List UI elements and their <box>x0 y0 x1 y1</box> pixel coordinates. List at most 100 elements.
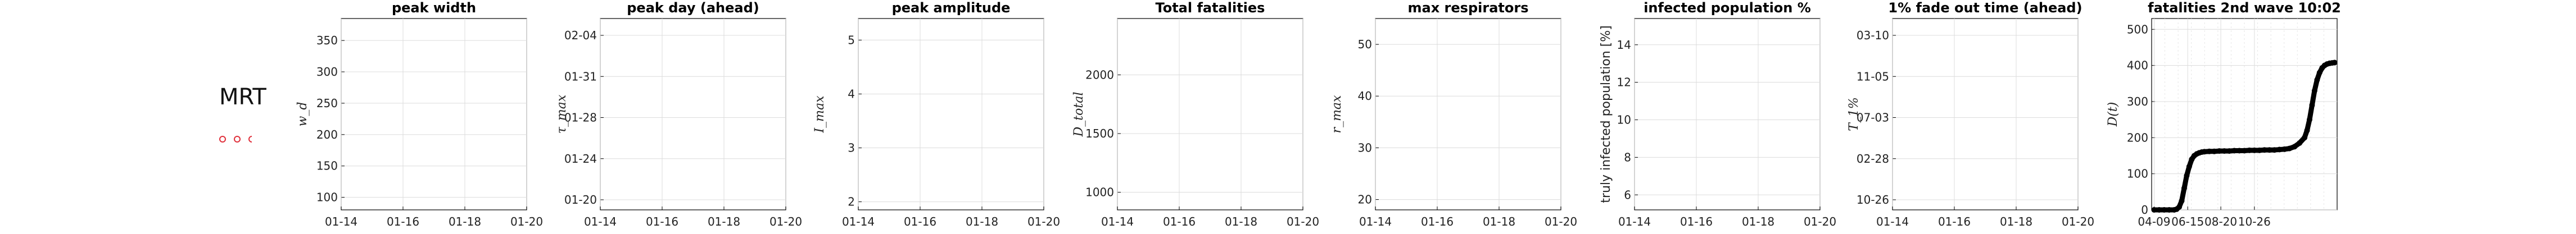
panel-7: 1% fade out time (ahead) 10-26 02-28 07-03 1… <box>1847 0 2094 228</box>
data-point <box>2304 127 2310 134</box>
plot-frame <box>1892 18 2079 210</box>
y-tick-label: 10-26 <box>1857 193 1889 207</box>
y-tick-label: 250 <box>316 97 338 110</box>
x-tick-label: 01-16 <box>1938 215 1971 228</box>
data-point <box>2216 148 2222 154</box>
data-point <box>2211 148 2217 154</box>
x-tick-label: 01-20 <box>1804 215 1836 228</box>
y-tick-label: 14 <box>1617 38 1631 52</box>
y-tick-label: 40 <box>1358 89 1372 103</box>
x-tick-label: 01-18 <box>966 215 998 228</box>
data-point <box>2256 147 2262 153</box>
x-tick-label: 01-20 <box>769 215 802 228</box>
x-tick-label: 01-20 <box>510 215 543 228</box>
y-axis-label: r_max <box>1330 95 1344 133</box>
x-tick-label: 01-14 <box>325 215 357 228</box>
x-tick-label: 01-14 <box>1876 215 1909 228</box>
y-axis-label: D(t) <box>2106 102 2120 127</box>
data-point <box>2201 149 2207 155</box>
data-point <box>2316 70 2323 76</box>
y-tick-label: 30 <box>1358 141 1372 154</box>
circle-markers-legend <box>219 136 252 143</box>
data-point <box>2309 102 2315 108</box>
data-point <box>2311 88 2317 94</box>
panel-1: peak width 100 150 200 250 300 350 01-14 01-16 01… <box>296 0 543 228</box>
data-point <box>2287 145 2293 152</box>
y-tick-label: 01-24 <box>564 152 597 166</box>
data-point <box>2156 207 2162 213</box>
y-tick-label: 02-28 <box>1857 152 1889 166</box>
panel-title: infected population % <box>1644 0 1811 16</box>
panel-8: fatalities 2nd wave 10:02 0 100 200 300 400 50… <box>2106 0 2341 228</box>
y-tick-label: 150 <box>316 159 338 173</box>
y-tick-label: 6 <box>1624 188 1631 201</box>
panel-6: infected population % 6 8 10 12 14 01-14 01-16 0… <box>1599 0 1836 228</box>
red-circle-marker <box>219 136 226 143</box>
y-tick-label: 01-31 <box>564 70 597 83</box>
x-tick-label: 01-20 <box>1027 215 1060 228</box>
red-circle-marker <box>234 136 241 143</box>
data-point <box>2161 207 2167 213</box>
y-tick-label: 200 <box>2127 131 2148 144</box>
y-tick-label: 12 <box>1617 76 1631 89</box>
plot-frame <box>1117 18 1303 210</box>
panel-3: peak amplitude 2 3 4 5 01-14 01-16 01-18 01-20 I_… <box>813 0 1060 228</box>
data-point <box>2242 148 2247 154</box>
data-point <box>2261 147 2267 153</box>
data-point <box>2302 135 2308 141</box>
y-tick-label: 300 <box>2127 95 2148 108</box>
y-tick-label: 01-20 <box>564 193 597 207</box>
data-point <box>2331 59 2338 66</box>
data-point <box>2166 207 2172 213</box>
data-point <box>2151 207 2157 213</box>
plot-frame <box>1634 18 1821 210</box>
data-point <box>2276 146 2283 153</box>
y-tick-label: 100 <box>316 191 338 204</box>
x-tick-label: 01-20 <box>1545 215 1577 228</box>
y-axis-label: T_1% <box>1847 97 1861 131</box>
y-tick-label: 01-28 <box>564 111 597 125</box>
x-tick-label: 01-14 <box>842 215 875 228</box>
data-point <box>2181 185 2187 191</box>
data-point <box>2237 148 2243 154</box>
panel-2: peak day (ahead) 01-20 01-24 01-28 01-31 02-0… <box>555 0 802 228</box>
x-tick-label: 01-18 <box>1225 215 1257 228</box>
x-tick-label: 01-16 <box>646 215 678 228</box>
data-point <box>2271 147 2278 153</box>
plot-frame <box>1375 18 1561 210</box>
y-tick-label: 50 <box>1358 38 1372 51</box>
y-axis-label: I_max <box>813 95 827 134</box>
plot-frame <box>341 18 527 210</box>
plot-frame <box>858 18 1044 210</box>
y-tick-label: 0 <box>2141 203 2148 217</box>
panel-4: Total fatalities 1000 1500 2000 01-14 01-16 01… <box>1072 0 1319 228</box>
y-tick-label: 3 <box>848 141 855 155</box>
y-axis-label: D_total <box>1072 92 1086 137</box>
panel-title: 1% fade out time (ahead) <box>1888 0 2082 16</box>
data-point <box>2246 147 2252 153</box>
country-code: MRT <box>219 84 266 110</box>
y-tick-label: 8 <box>1624 150 1631 164</box>
y-tick-label: 300 <box>316 65 338 79</box>
x-tick-label: 01-18 <box>1742 215 1774 228</box>
y-tick-label: 02-04 <box>564 29 597 42</box>
y-tick-label: 500 <box>2127 22 2148 36</box>
data-point <box>2206 148 2212 154</box>
x-tick-label: 01-14 <box>1618 215 1651 228</box>
y-tick-label: 11-05 <box>1857 70 1889 83</box>
y-tick-label: 4 <box>848 87 855 100</box>
y-axis-label: τ_max <box>555 94 569 134</box>
x-tick-label: 01-14 <box>1359 215 1392 228</box>
x-tick-label: 01-16 <box>387 215 419 228</box>
data-point <box>2184 172 2190 178</box>
y-tick-label: 400 <box>2127 59 2148 72</box>
data-point <box>2176 204 2183 210</box>
y-tick-label: 5 <box>848 33 855 47</box>
x-tick-label: 01-16 <box>1163 215 1196 228</box>
panel-5: max respirators 20 30 40 50 01-14 01-16 01-18 01… <box>1330 0 1577 228</box>
x-tick-label: 06-15 <box>2171 215 2204 228</box>
y-tick-label: 10 <box>1617 113 1631 127</box>
x-tick-label: 08-20 <box>2204 215 2237 228</box>
y-tick-label: 1000 <box>1085 186 1114 199</box>
